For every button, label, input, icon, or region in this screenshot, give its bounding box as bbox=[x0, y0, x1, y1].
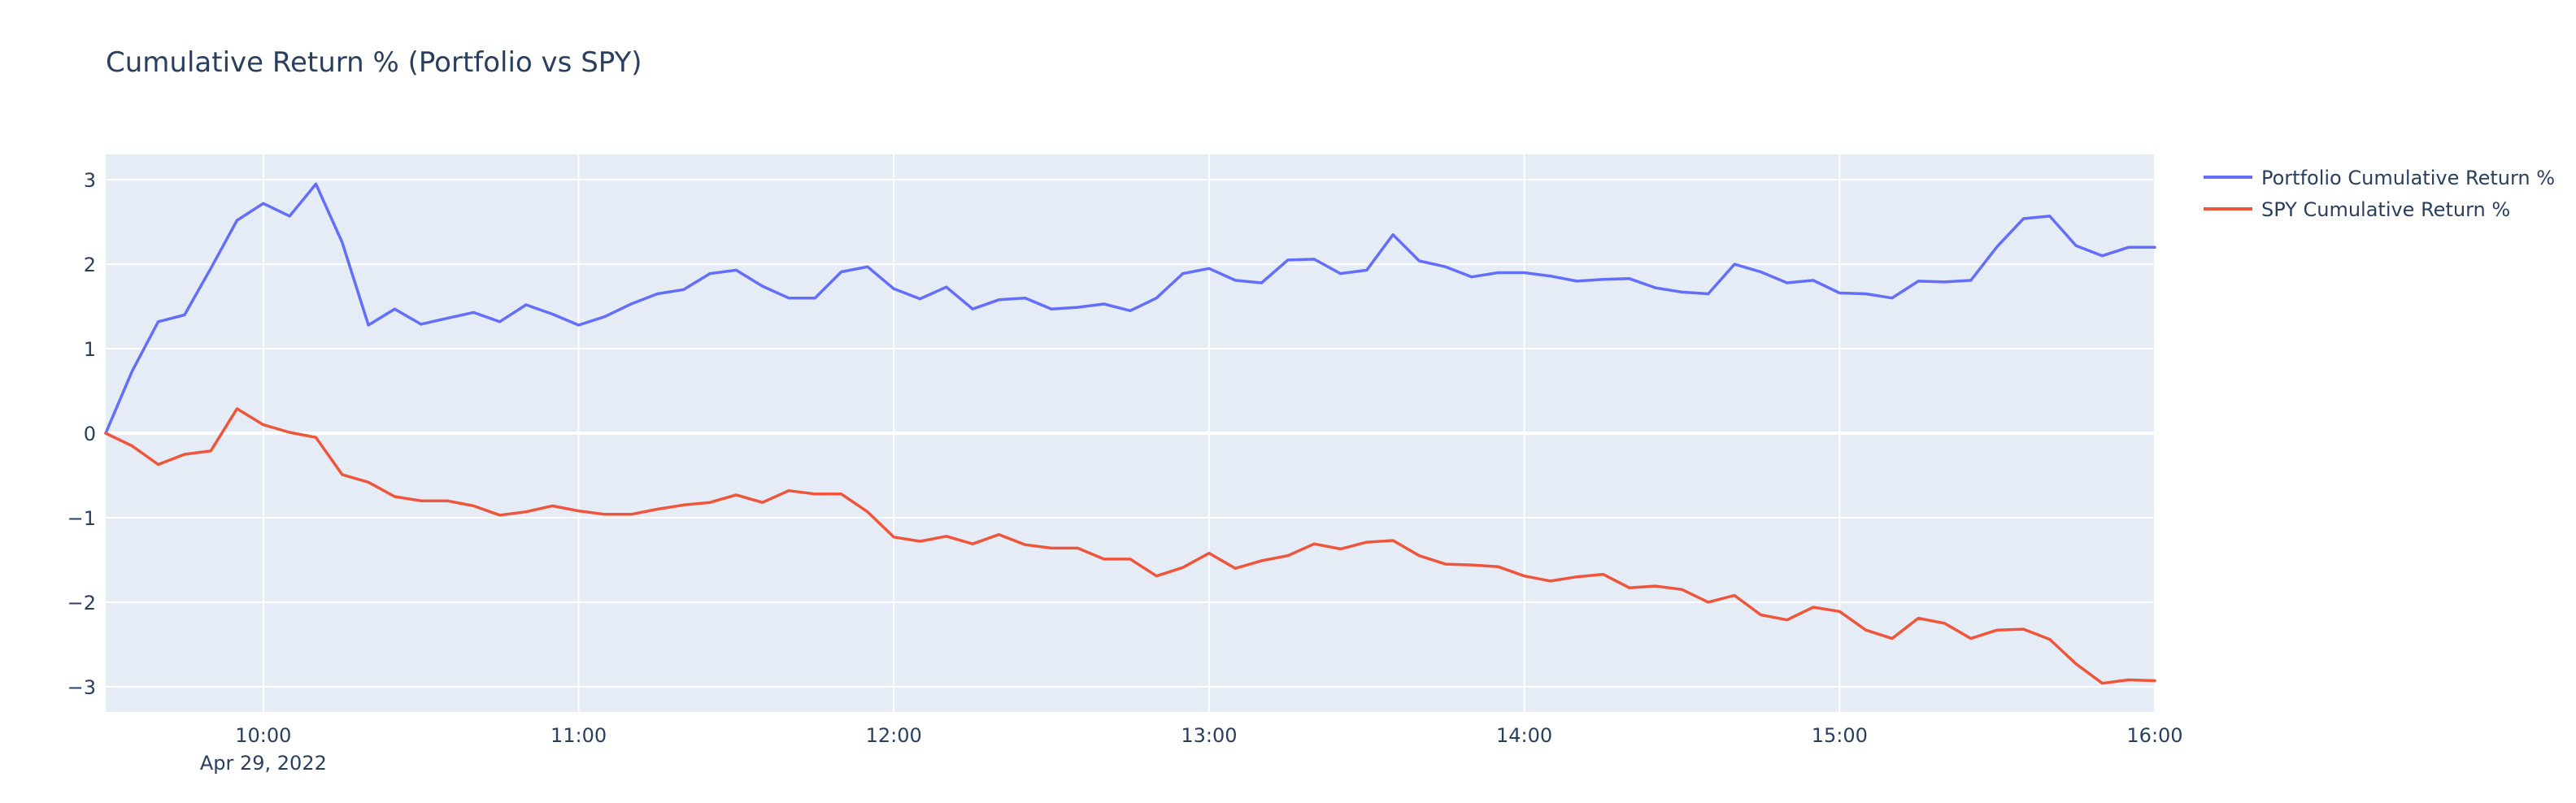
y-axis: 3 2 1 0 −1 −2 −3 bbox=[67, 169, 96, 699]
x-tick-label: 12:00 bbox=[866, 724, 922, 747]
series-layer bbox=[104, 182, 2156, 685]
legend-item-spy[interactable]: SPY Cumulative Return % bbox=[2204, 198, 2510, 221]
y-tick-label: 0 bbox=[84, 423, 96, 445]
x-axis: 10:00 Apr 29, 2022 11:00 12:00 13:00 14:00 15:… bbox=[200, 724, 2183, 775]
y-tick-label: 3 bbox=[84, 169, 96, 192]
y-tick-label: −3 bbox=[67, 676, 96, 699]
y-tick-label: 2 bbox=[84, 254, 96, 276]
chart-title: Cumulative Return % (Portfolio vs SPY) bbox=[106, 46, 642, 79]
y-tick-label: −1 bbox=[67, 507, 96, 530]
x-tick-label: 15:00 bbox=[1812, 724, 1868, 747]
series-line-spy[interactable] bbox=[104, 407, 2156, 685]
legend-item-portfolio[interactable]: Portfolio Cumulative Return % bbox=[2204, 167, 2555, 189]
series-line-portfolio[interactable] bbox=[104, 182, 2156, 435]
y-gridlines bbox=[106, 179, 2155, 688]
x-tick-label: 14:00 bbox=[1496, 724, 1552, 747]
x-tick-label: 11:00 bbox=[550, 724, 607, 747]
y-tick-label: 1 bbox=[84, 338, 96, 361]
x-date-label: Apr 29, 2022 bbox=[200, 752, 327, 775]
x-tick-label: 10:00 bbox=[235, 724, 291, 747]
x-tick-label: 16:00 bbox=[2126, 724, 2182, 747]
legend-label: SPY Cumulative Return % bbox=[2261, 198, 2510, 221]
legend-label: Portfolio Cumulative Return % bbox=[2261, 167, 2555, 189]
y-tick-label: −2 bbox=[67, 592, 96, 614]
legend[interactable]: Portfolio Cumulative Return % SPY Cumulat… bbox=[2204, 167, 2555, 221]
x-tick-label: 13:00 bbox=[1181, 724, 1237, 747]
